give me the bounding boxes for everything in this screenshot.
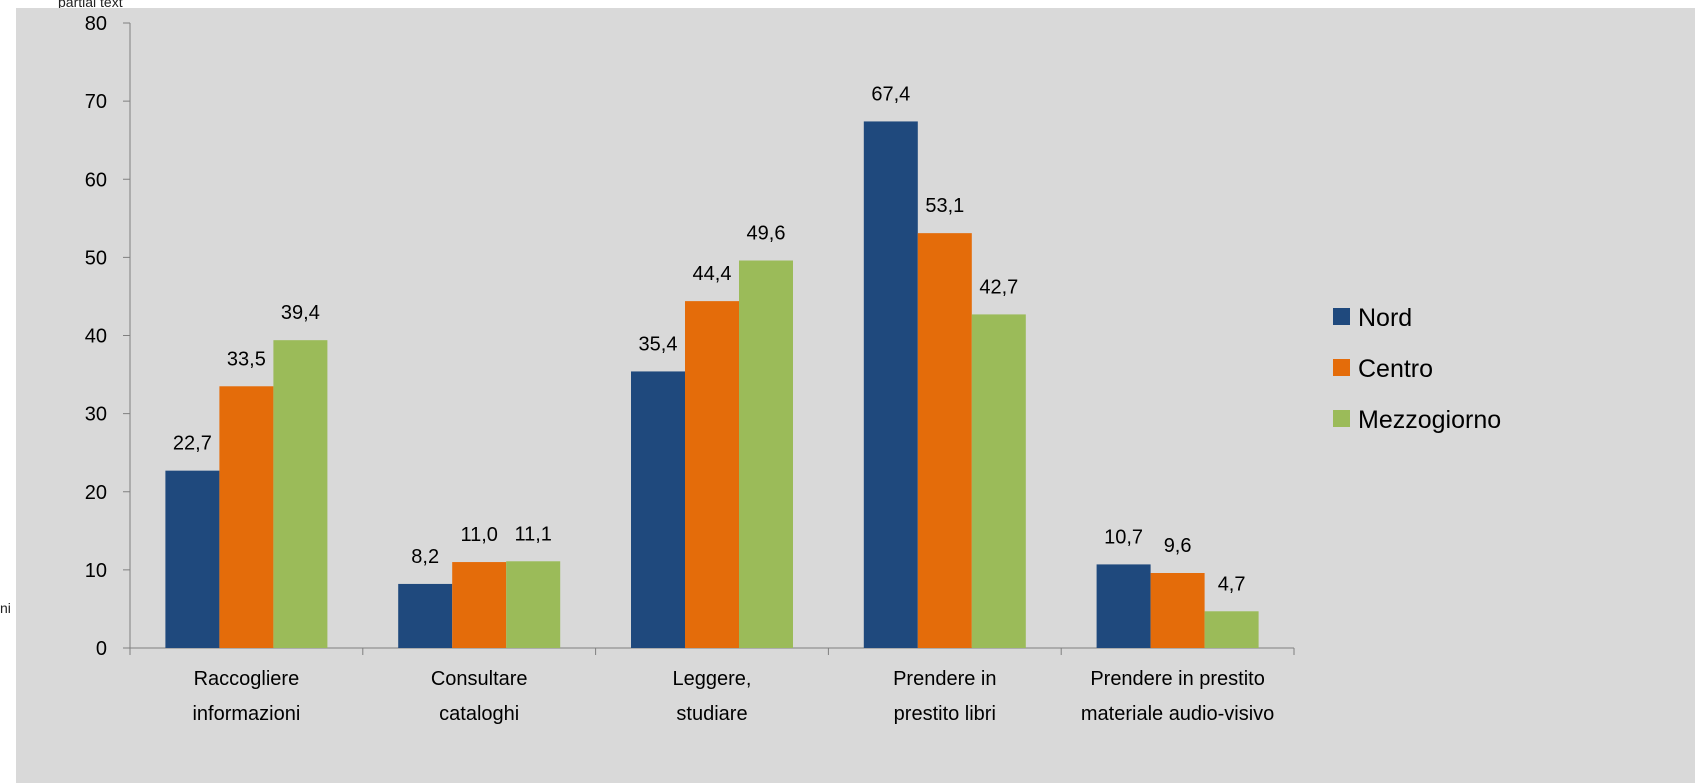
bar-value-label: 10,7 — [1104, 526, 1143, 548]
bar-value-label: 22,7 — [173, 433, 212, 455]
y-tick-label: 10 — [85, 560, 107, 582]
cropped-left-text: ni — [0, 600, 11, 616]
bar-value-label: 53,1 — [925, 195, 964, 217]
y-tick-label: 60 — [85, 169, 107, 191]
x-tick-label: Consultare cataloghi — [431, 668, 528, 725]
bar-value-label: 35,4 — [639, 333, 678, 355]
x-tick-label: Raccogliere informazioni — [192, 668, 300, 725]
y-tick-label: 70 — [85, 91, 107, 113]
bar-value-label: 4,7 — [1218, 573, 1246, 595]
bars — [165, 121, 1259, 648]
bar-value-label: 49,6 — [747, 223, 786, 245]
y-tick-label: 80 — [85, 13, 107, 35]
legend-label: Centro — [1358, 355, 1433, 383]
legend-label: Nord — [1358, 304, 1412, 332]
bar-value-label: 33,5 — [227, 348, 266, 370]
x-tick-labels: Raccogliere informazioni Consultare catalog… — [192, 668, 1274, 725]
legend-swatch — [1333, 308, 1350, 325]
bar — [685, 301, 739, 648]
y-tick-label: 20 — [85, 482, 107, 504]
y-tick-label: 0 — [96, 638, 107, 660]
legend-swatch — [1333, 410, 1350, 427]
bar — [506, 561, 561, 648]
y-tick-label: 30 — [85, 404, 107, 426]
y-tick-label: 50 — [85, 247, 107, 269]
x-tick-label: Prendere in prestito materiale audio-visi… — [1081, 668, 1274, 725]
bar — [971, 314, 1026, 648]
x-tick-label: Leggere, studiare — [673, 668, 752, 725]
y-tick-label: 40 — [85, 326, 107, 348]
bar — [219, 386, 274, 648]
bar-value-label: 39,4 — [281, 302, 320, 324]
cropped-top-text: partial text — [58, 0, 123, 10]
bar-value-label: 8,2 — [411, 546, 439, 568]
legend-swatch — [1333, 359, 1350, 376]
bar — [863, 121, 918, 648]
legend: Nord Centro Mezzogiorno — [1333, 304, 1501, 434]
bar-value-label: 44,4 — [693, 263, 732, 285]
bar — [452, 562, 507, 648]
bar — [917, 233, 972, 648]
x-tick-label: Prendere in prestito libri — [893, 668, 996, 725]
data-labels: 22,7 33,5 39,4 8,2 11,0 11,1 35,4 44,4 49,6 67,4 5… — [173, 83, 1246, 595]
bar-value-label: 9,6 — [1164, 535, 1192, 557]
bar — [398, 583, 453, 648]
bar — [1150, 573, 1205, 648]
bar — [1096, 564, 1151, 648]
bar — [631, 371, 685, 648]
bar-value-label: 42,7 — [979, 276, 1018, 298]
bar — [739, 260, 793, 648]
bar-value-label: 11,1 — [514, 523, 551, 545]
bar-value-label: 67,4 — [871, 83, 910, 105]
bar — [273, 340, 328, 648]
bar — [1204, 611, 1259, 648]
legend-label: Mezzogiorno — [1358, 406, 1501, 434]
bar-value-label: 11,0 — [460, 524, 497, 546]
y-tick-labels: 0 10 20 30 40 50 60 70 80 — [85, 13, 107, 660]
bar — [165, 470, 220, 648]
